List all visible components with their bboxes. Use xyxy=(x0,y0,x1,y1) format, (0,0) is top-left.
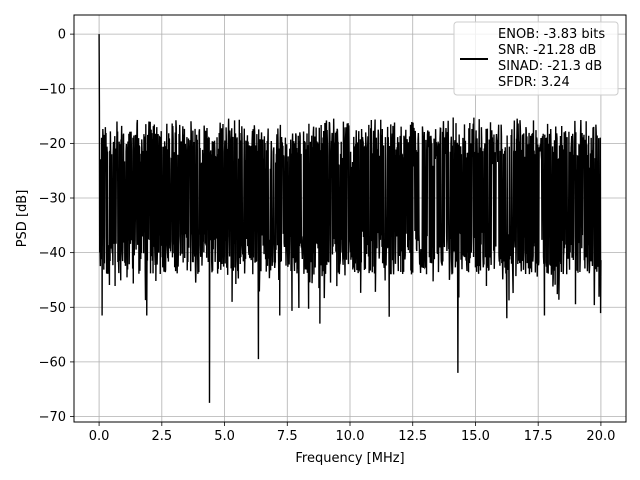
y-tick-label: −70 xyxy=(39,410,66,425)
x-tick-label: 12.5 xyxy=(398,429,427,444)
x-tick-label: 7.5 xyxy=(277,429,298,444)
x-tick-label: 17.5 xyxy=(524,429,553,444)
x-axis-ticks: 0.0 2.5 5.0 7.5 10.0 12.5 15.0 17.5 20.0 xyxy=(89,422,615,444)
x-tick-label: 2.5 xyxy=(151,429,172,444)
x-tick-label: 5.0 xyxy=(214,429,235,444)
x-tick-label: 0.0 xyxy=(89,429,110,444)
y-tick-label: −30 xyxy=(39,192,66,207)
x-tick-label: 15.0 xyxy=(461,429,490,444)
y-tick-label: 0 xyxy=(58,28,66,43)
y-tick-label: −40 xyxy=(39,246,66,261)
legend-box xyxy=(453,21,619,96)
psd-series-line xyxy=(98,34,602,403)
plot-area xyxy=(98,34,602,403)
x-axis-label: Frequency [MHz] xyxy=(295,451,404,466)
y-axis-ticks: 0 −10 −20 −30 −40 −50 −60 −70 xyxy=(39,28,74,425)
legend: ENOB: -3.83 bits SNR: -21.28 dB SINAD: -21… xyxy=(453,21,619,96)
x-tick-label: 10.0 xyxy=(336,429,365,444)
y-tick-label: −20 xyxy=(39,137,66,152)
y-tick-label: −10 xyxy=(39,82,66,97)
y-axis-label: PSD [dB] xyxy=(15,190,30,248)
x-tick-label: 20.0 xyxy=(586,429,615,444)
legend-label: ENOB: -3.83 bits SNR: -21.28 dB SINAD: -21… xyxy=(498,27,605,90)
y-tick-label: −50 xyxy=(39,301,66,316)
y-tick-label: −60 xyxy=(39,355,66,370)
